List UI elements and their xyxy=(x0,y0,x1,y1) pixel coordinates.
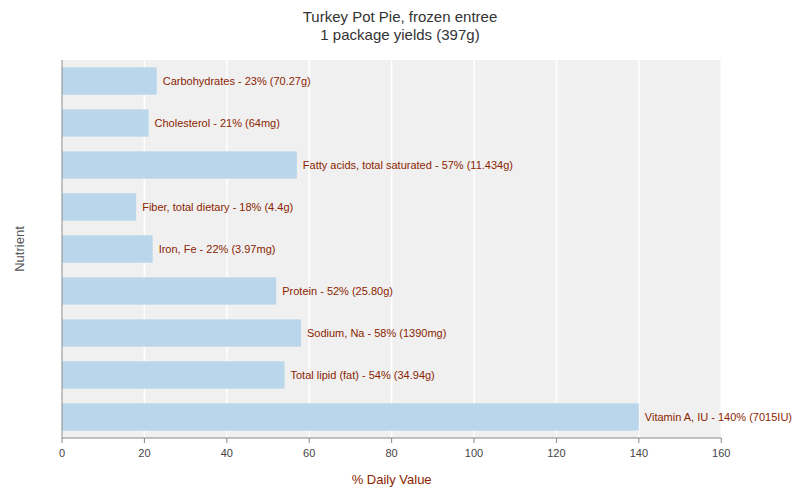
grid xyxy=(62,60,721,438)
tick-mark xyxy=(309,438,310,443)
bar-label: Iron, Fe - 22% (3.97mg) xyxy=(159,243,276,255)
bar xyxy=(62,67,157,94)
tick-mark xyxy=(144,438,145,443)
tick-label: 60 xyxy=(303,447,315,459)
chart: Turkey Pot Pie, frozen entree1 package y… xyxy=(0,0,800,500)
tick-label: 0 xyxy=(59,447,65,459)
tick-mark xyxy=(638,438,639,443)
bar-label: Vitamin A, IU - 140% (7015IU) xyxy=(645,411,792,423)
bar-label: Total lipid (fat) - 54% (34.94g) xyxy=(290,369,434,381)
tick-label: 140 xyxy=(630,447,648,459)
tick-label: 160 xyxy=(712,447,730,459)
x-axis: 0 20 40 60 80 100 120 140 160 xyxy=(59,438,730,459)
title: Turkey Pot Pie, frozen entree1 package y… xyxy=(303,8,498,43)
grid-line xyxy=(638,60,640,438)
y-axis-title: Nutrient xyxy=(12,226,27,272)
bar xyxy=(62,193,136,220)
bar-labels: Carbohydrates - 23% (70.27g) Cholesterol … xyxy=(142,75,792,423)
x-axis-title: % Daily Value xyxy=(352,472,432,487)
tick-label: 80 xyxy=(386,447,398,459)
grid-line xyxy=(721,60,723,438)
grid-line xyxy=(556,60,558,438)
bar-label: Cholesterol - 21% (64mg) xyxy=(155,117,280,129)
bars xyxy=(62,67,639,430)
x-axis-line xyxy=(62,438,721,439)
chart-container: Turkey Pot Pie, frozen entree1 package y… xyxy=(0,0,800,500)
bar xyxy=(62,361,284,388)
grid-line xyxy=(473,60,475,438)
bar xyxy=(62,403,639,430)
grid-line xyxy=(308,60,310,438)
tick-mark xyxy=(474,438,475,443)
tick-label: 100 xyxy=(465,447,483,459)
bar xyxy=(62,277,276,304)
bar xyxy=(62,151,297,178)
bar-label: Fatty acids, total saturated - 57% (11.4… xyxy=(303,159,513,171)
tick-label: 40 xyxy=(221,447,233,459)
bar-label: Protein - 52% (25.80g) xyxy=(282,285,393,297)
bar xyxy=(62,109,149,136)
tick-mark xyxy=(721,438,722,443)
tick-mark xyxy=(226,438,227,443)
grid-line xyxy=(391,60,393,438)
tick-label: 120 xyxy=(547,447,565,459)
tick-mark xyxy=(556,438,557,443)
plot-background xyxy=(62,60,721,438)
bar xyxy=(62,235,153,262)
bar-label: Fiber, total dietary - 18% (4.4g) xyxy=(142,201,293,213)
y-axis-line xyxy=(62,60,63,438)
tick-label: 20 xyxy=(138,447,150,459)
tick-mark xyxy=(62,438,63,443)
bar-label: Carbohydrates - 23% (70.27g) xyxy=(163,75,311,87)
bar-label: Sodium, Na - 58% (1390mg) xyxy=(307,327,446,339)
tick-mark xyxy=(391,438,392,443)
bar xyxy=(62,319,301,346)
